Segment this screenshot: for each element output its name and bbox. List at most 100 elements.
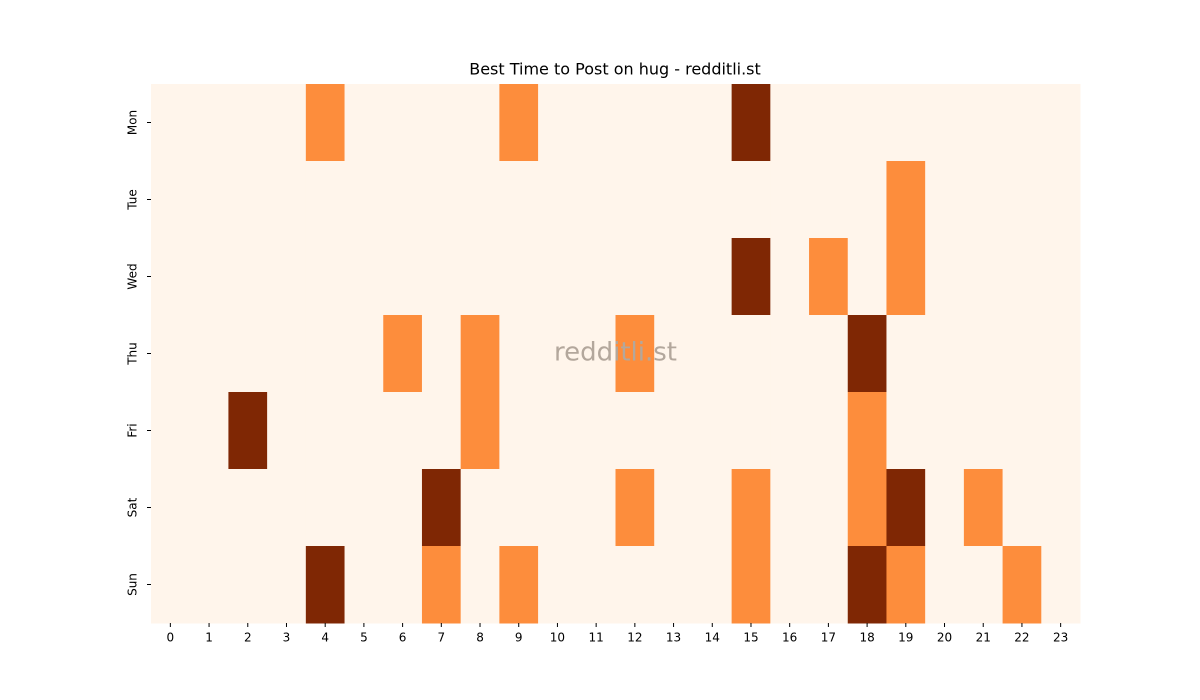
heat-cell <box>1041 469 1081 547</box>
heat-cell <box>344 161 384 239</box>
heat-cell <box>847 238 887 316</box>
heat-cell <box>925 546 965 624</box>
heat-cell <box>886 315 926 393</box>
heat-cell <box>847 315 887 393</box>
heat-cell <box>460 315 500 393</box>
heat-cell <box>189 84 229 162</box>
heat-cell <box>692 84 733 162</box>
heat-cell <box>886 546 926 624</box>
heat-cell <box>151 469 191 547</box>
heat-cell <box>421 315 462 393</box>
heat-cell <box>228 161 268 239</box>
heat-cell <box>770 315 810 393</box>
x-tick-label: 23 <box>1053 631 1068 645</box>
heat-cell <box>267 315 307 393</box>
heat-cell <box>731 84 771 162</box>
heat-cell <box>267 392 307 470</box>
heat-cell <box>344 546 384 624</box>
heat-cell <box>654 392 694 470</box>
heat-cell <box>692 238 733 316</box>
heat-cell <box>1041 84 1081 162</box>
heat-cell <box>770 546 810 624</box>
x-tick-label: 10 <box>550 631 565 645</box>
heat-cell <box>615 469 655 547</box>
heat-cell <box>1041 315 1081 393</box>
heat-cell <box>576 392 616 470</box>
heat-cell <box>460 546 500 624</box>
x-tick-label: 8 <box>476 631 484 645</box>
heat-cell <box>267 469 307 547</box>
heat-cell <box>692 315 733 393</box>
heat-cell <box>847 546 887 624</box>
heat-cell <box>305 84 346 162</box>
heat-cell <box>963 315 1004 393</box>
heat-cell <box>1041 238 1081 316</box>
heat-cell <box>344 84 384 162</box>
heat-cell <box>654 315 694 393</box>
heat-cell <box>925 84 965 162</box>
x-tick-label: 15 <box>743 631 758 645</box>
heat-cell <box>383 546 423 624</box>
heat-cell <box>1041 161 1081 239</box>
heat-cell <box>421 546 462 624</box>
heat-cell <box>151 315 191 393</box>
heat-cell <box>809 469 849 547</box>
x-tick-label: 19 <box>898 631 913 645</box>
heat-cell <box>538 84 578 162</box>
heat-cell <box>267 238 307 316</box>
heat-cell <box>809 546 849 624</box>
heat-cell <box>383 315 423 393</box>
heat-cell <box>460 469 500 547</box>
heat-cell <box>809 84 849 162</box>
heat-cell <box>847 392 887 470</box>
heat-cell <box>305 392 346 470</box>
heat-cell <box>615 392 655 470</box>
heat-cell <box>731 161 771 239</box>
heat-cell <box>770 469 810 547</box>
heat-cell <box>499 469 539 547</box>
heat-cell <box>421 84 462 162</box>
heat-cell <box>383 84 423 162</box>
x-tick-label: 21 <box>976 631 991 645</box>
heat-cell <box>615 546 655 624</box>
heat-cell <box>615 161 655 239</box>
heat-cell <box>228 238 268 316</box>
y-tick-label: Fri <box>126 423 140 437</box>
heat-cell <box>228 392 268 470</box>
heat-cell <box>654 161 694 239</box>
heat-cell <box>151 546 191 624</box>
heat-cell <box>1041 392 1081 470</box>
x-tick-label: 14 <box>705 631 720 645</box>
heat-cell <box>189 469 229 547</box>
x-tick-label: 22 <box>1014 631 1029 645</box>
heat-cell <box>228 84 268 162</box>
heat-cell <box>770 84 810 162</box>
x-tick-label: 13 <box>666 631 681 645</box>
x-tick-label: 4 <box>321 631 329 645</box>
heat-cell <box>189 546 229 624</box>
heat-cell <box>886 161 926 239</box>
heat-cell <box>925 238 965 316</box>
heat-cell <box>654 84 694 162</box>
heat-cell <box>731 469 771 547</box>
heat-cell <box>383 469 423 547</box>
heat-cell <box>305 315 346 393</box>
heat-cell <box>576 315 616 393</box>
heat-cell <box>847 161 887 239</box>
heat-cell <box>886 238 926 316</box>
heat-cell <box>305 546 346 624</box>
x-tick-label: 3 <box>283 631 291 645</box>
heat-cell <box>1002 84 1042 162</box>
heat-cell <box>421 469 462 547</box>
heat-cell <box>499 238 539 316</box>
heat-cell <box>654 238 694 316</box>
heat-cell <box>576 238 616 316</box>
x-tick-label: 0 <box>167 631 175 645</box>
heat-cell <box>809 161 849 239</box>
heat-cell <box>809 238 849 316</box>
heat-cell <box>344 238 384 316</box>
heat-cell <box>615 315 655 393</box>
heat-cell <box>499 161 539 239</box>
y-tick-label: Wed <box>126 263 140 289</box>
heat-cell <box>151 238 191 316</box>
